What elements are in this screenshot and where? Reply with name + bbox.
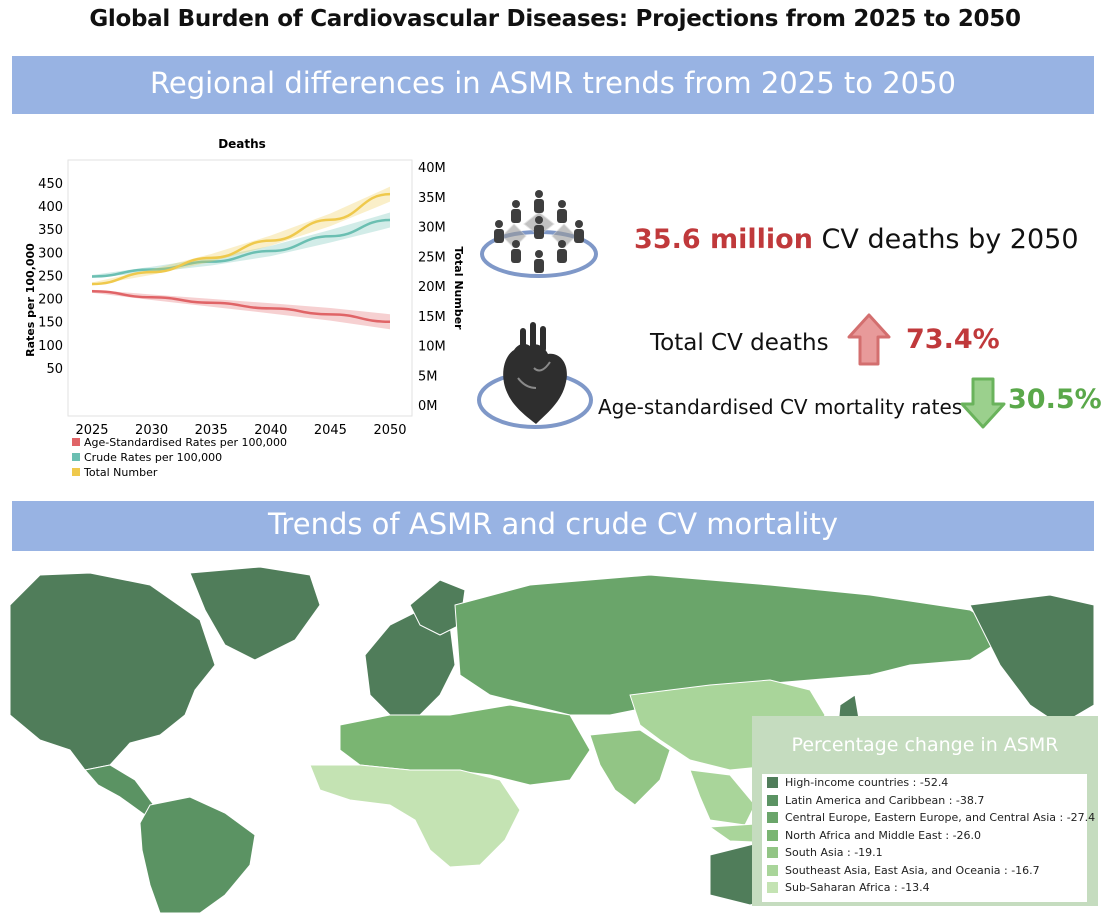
legend-swatch (72, 468, 80, 476)
series-lines (91, 186, 391, 330)
total-deaths-label: Total CV deaths (650, 330, 829, 356)
map-legend-item: North Africa and Middle East : -26.0 (762, 827, 1087, 845)
south-america-region (139, 796, 256, 913)
section-2-banner: Trends of ASMR and crude CV mortality (12, 501, 1094, 551)
map-legend-swatch (767, 864, 778, 876)
greenland-region (189, 566, 321, 661)
map-legend-item: South Asia : -19.1 (762, 844, 1087, 862)
x-tick-label: 2045 (314, 423, 347, 438)
x-ticks: 2025 2030 2035 2040 2045 2050 (75, 423, 406, 438)
map-legend-swatch (767, 882, 778, 894)
sub-saharan-africa-region (309, 764, 521, 868)
page-title: Global Burden of Cardiovascular Diseases… (89, 6, 1021, 32)
map-legend-title: Percentage change in ASMR (791, 734, 1059, 756)
series-line (91, 218, 391, 278)
y2-tick-label: 15M (418, 310, 446, 325)
y-tick-label: 300 (38, 246, 63, 261)
y-tick-label: 250 (38, 269, 63, 284)
map-legend-list: High-income countries : -52.4 Latin Ameri… (762, 774, 1095, 902)
deaths-2050-statement: 35.6 million CV deaths by 2050 (634, 224, 1079, 255)
map-legend-item: Latin America and Caribbean : -38.7 (762, 792, 1087, 810)
x-tick-label: 2025 (75, 423, 108, 438)
y-tick-label: 100 (38, 339, 63, 354)
map-legend-swatch (767, 829, 778, 841)
chart-title: Deaths (218, 137, 266, 151)
deaths-line-chart: Deaths Rates per 100,000 Total Number 50… (24, 137, 465, 479)
y2-tick-label: 30M (418, 221, 446, 236)
series-line (91, 192, 391, 286)
legend-label: Total Number (83, 466, 158, 479)
map-legend-item: Southeast Asia, East Asia, and Oceania :… (762, 862, 1087, 880)
x-tick-label: 2030 (135, 423, 168, 438)
y-tick-label: 200 (38, 293, 63, 308)
asr-mortality-label: Age-standardised CV mortality rates (598, 395, 963, 419)
south-asia-region (589, 729, 671, 806)
map-legend-label: North Africa and Middle East : -26.0 (785, 828, 982, 842)
map-legend-swatch (767, 794, 778, 806)
series-band (92, 289, 390, 330)
deaths-2050-text: CV deaths by 2050 (812, 224, 1079, 255)
map-legend-label: Southeast Asia, East Asia, and Oceania :… (785, 863, 1040, 877)
deaths-2050-value: 35.6 million (634, 224, 813, 255)
y2-tick-label: 0M (418, 399, 438, 414)
y2-ticks: 0M 5M 10M 15M 20M 25M 30M 35M 40M (418, 161, 446, 414)
map-legend-item: Central Europe, Eastern Europe, and Cent… (762, 809, 1095, 827)
legend-label: Crude Rates per 100,000 (84, 451, 222, 464)
asr-mortality-percent: 30.5% (1008, 384, 1102, 415)
total-deaths-percent: 73.4% (906, 324, 1000, 355)
arrow-up-icon (847, 313, 891, 366)
map-legend-item: Sub-Saharan Africa : -13.4 (762, 879, 1087, 897)
north-america-region (10, 572, 216, 771)
y-tick-label: 450 (38, 177, 63, 192)
y-tick-label: 150 (38, 316, 63, 331)
map-legend-swatch (767, 777, 778, 789)
map-legend-label: South Asia : -19.1 (785, 846, 883, 860)
map-legend-item: High-income countries : -52.4 (762, 774, 1087, 792)
plot-area (67, 159, 413, 417)
y2-tick-label: 35M (418, 191, 446, 206)
section-1-banner: Regional differences in ASMR trends from… (12, 56, 1094, 114)
y2-axis-label: Total Number (452, 246, 465, 330)
y-ticks: 50 100 150 200 250 300 350 400 450 (38, 177, 63, 377)
series-line (91, 289, 391, 323)
arrow-down-icon (960, 377, 1006, 429)
map-legend-label: High-income countries : -52.4 (785, 776, 949, 790)
legend-swatch (72, 453, 80, 461)
map-legend-swatch (767, 847, 778, 859)
legend-swatch (72, 438, 80, 446)
x-tick-label: 2040 (254, 423, 287, 438)
series-band (92, 212, 390, 278)
heart-icon (477, 322, 593, 429)
chart-legend: Age-Standardised Rates per 100,000 Crude … (72, 436, 287, 479)
north-pacific-region (969, 594, 1094, 726)
map-legend: Percentage change in ASMR High-income co… (752, 716, 1098, 906)
people-network-icon (480, 190, 598, 278)
map-legend-label: Central Europe, Eastern Europe, and Cent… (785, 811, 1096, 825)
y-tick-label: 350 (38, 223, 63, 238)
y-tick-label: 50 (46, 362, 63, 377)
y2-tick-label: 25M (418, 250, 446, 265)
y2-tick-label: 10M (418, 340, 446, 355)
x-tick-label: 2050 (373, 423, 406, 438)
y-tick-label: 400 (38, 200, 63, 215)
russia-central-asia-region (454, 574, 1011, 716)
legend-label: Age-Standardised Rates per 100,000 (84, 436, 287, 449)
western-europe-region (364, 609, 456, 716)
map-legend-label: Latin America and Caribbean : -38.7 (785, 793, 985, 807)
y2-tick-label: 40M (418, 161, 446, 176)
y2-tick-label: 20M (418, 280, 446, 295)
map-legend-label: Sub-Saharan Africa : -13.4 (785, 881, 930, 895)
map-legend-swatch (767, 812, 778, 824)
y-axis-label: Rates per 100,000 (24, 243, 37, 357)
y2-tick-label: 5M (418, 369, 438, 384)
x-tick-label: 2035 (195, 423, 228, 438)
